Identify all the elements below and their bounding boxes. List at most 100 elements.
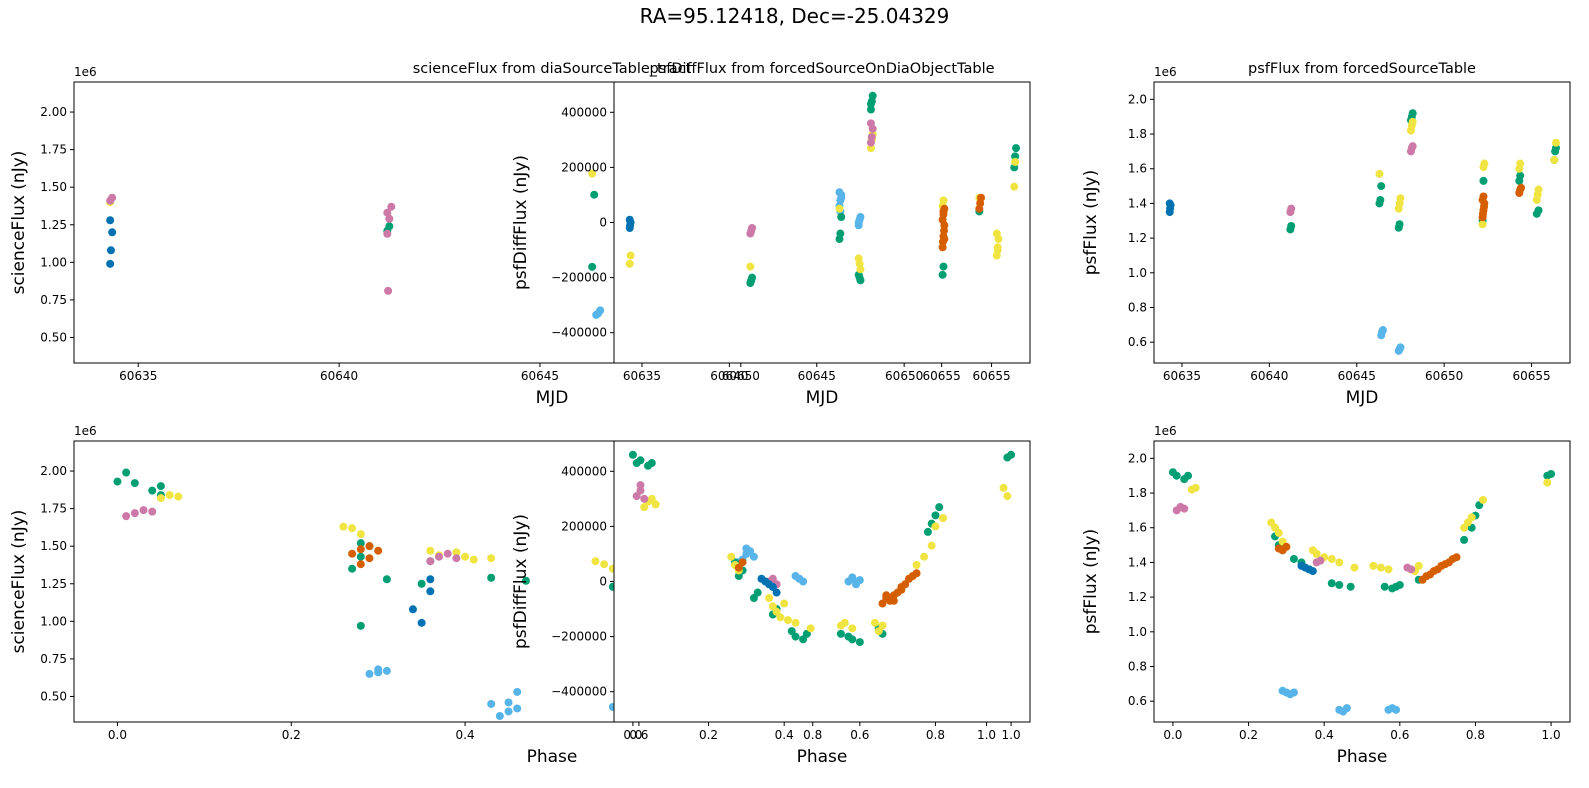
y-axis-label: scienceFlux (nJy) (9, 510, 29, 654)
data-point-g (1172, 471, 1181, 480)
data-point-g (1007, 450, 1016, 459)
data-point-g (1346, 582, 1355, 591)
data-point-g (382, 575, 391, 584)
data-point-g (1395, 220, 1404, 229)
data-point-g (855, 638, 864, 647)
y-tick-label: 1.50 (40, 180, 67, 194)
y-tick-label: 0.75 (40, 293, 67, 307)
axis-offset-label: 1e6 (1154, 65, 1177, 79)
data-point-r (1467, 513, 1476, 522)
y-tick-label: −200000 (551, 630, 607, 644)
y-axis-label: psfDiffFlux (nJy) (511, 514, 531, 649)
data-point-y (408, 605, 417, 614)
data-point-g (1479, 176, 1488, 185)
data-point-g (1184, 471, 1193, 480)
y-tick-label: 1.6 (1128, 521, 1147, 535)
y-tick-label: 0.6 (1128, 694, 1147, 708)
data-point-r (1516, 159, 1525, 168)
y-tick-label: −400000 (551, 685, 607, 699)
data-point-g (856, 276, 865, 285)
y-tick-label: 1.25 (40, 218, 67, 232)
y-tick-label: 1.25 (40, 577, 67, 591)
data-point-r (469, 555, 478, 564)
data-point-r (783, 616, 792, 625)
data-point-r (591, 557, 600, 566)
x-tick-label: 60635 (623, 369, 661, 383)
data-point-u (854, 218, 863, 227)
y-tick-label: 400000 (561, 105, 607, 119)
y-tick-label: −400000 (551, 326, 607, 340)
x-tick-label: 0.8 (1466, 728, 1485, 742)
x-tick-label: 1.0 (1002, 728, 1021, 742)
data-point-g (130, 479, 139, 488)
data-point-g (836, 229, 845, 238)
x-tick-label: 60645 (798, 369, 836, 383)
data-point-r (848, 624, 857, 633)
data-point-u (1342, 704, 1351, 713)
x-tick-label: 60640 (710, 369, 748, 383)
y-tick-label: 1.2 (1128, 590, 1147, 604)
data-point-r (1335, 558, 1344, 567)
data-point-u (513, 687, 522, 696)
data-point-g (748, 273, 757, 282)
data-point-r (939, 514, 948, 523)
data-point-g (1408, 109, 1417, 118)
x-tick-label: 60655 (972, 369, 1010, 383)
data-point-g (837, 212, 846, 221)
data-point-u (799, 577, 808, 586)
data-point-r (348, 524, 357, 533)
data-point-y (1165, 199, 1174, 208)
data-point-i (383, 208, 392, 217)
x-tick-label: 60635 (1163, 369, 1201, 383)
y-tick-label: 1.75 (40, 143, 67, 157)
data-point-r (588, 169, 597, 178)
data-point-g (148, 486, 157, 495)
data-point-r (939, 196, 948, 205)
y-tick-label: 0.75 (40, 652, 67, 666)
data-point-r (1369, 561, 1378, 570)
data-point-g (1547, 469, 1556, 478)
data-point-r (1375, 169, 1384, 178)
panel-title: scienceFlux from diaSourceTable_tract (413, 61, 692, 77)
data-point-g (113, 477, 122, 486)
x-tick-label: 60655 (1512, 369, 1550, 383)
data-point-i (636, 481, 645, 490)
data-point-u (1392, 705, 1401, 714)
data-point-y (625, 215, 634, 224)
data-point-i (130, 509, 139, 518)
data-point-r (1408, 117, 1417, 126)
data-point-r (625, 259, 634, 268)
x-tick-label: 1.0 (977, 728, 996, 742)
data-point-r (866, 144, 875, 153)
data-point-u (1378, 326, 1387, 335)
data-point-i (866, 119, 875, 128)
data-point-g (122, 468, 131, 477)
data-point-r (1327, 554, 1336, 563)
x-tick-label: 0.8 (926, 728, 945, 742)
data-point-r (992, 229, 1001, 238)
data-point-g (836, 629, 845, 638)
y-tick-label: 1.4 (1128, 555, 1147, 569)
axis-offset-label: 1e6 (1154, 424, 1177, 438)
data-point-i (748, 224, 757, 233)
data-point-r (156, 494, 165, 503)
data-point-y (772, 588, 781, 597)
y-tick-label: 200000 (561, 519, 607, 533)
data-point-r (1010, 182, 1019, 191)
data-point-r (1480, 159, 1489, 168)
data-point-i (139, 506, 148, 515)
data-point-g (1327, 579, 1336, 588)
data-point-i (867, 133, 876, 142)
data-point-r (1534, 185, 1543, 194)
data-point-r (746, 262, 755, 271)
data-point-y (417, 618, 426, 627)
data-point-i (1316, 556, 1325, 565)
x-axis-label: Phase (1337, 747, 1388, 767)
data-point-r (1552, 138, 1561, 147)
data-point-g (1011, 152, 1020, 161)
data-point-z (348, 549, 357, 558)
data-point-g (521, 576, 530, 585)
data-point-r (727, 552, 736, 561)
data-point-g (628, 450, 637, 459)
x-tick-label: 0.6 (629, 728, 648, 742)
